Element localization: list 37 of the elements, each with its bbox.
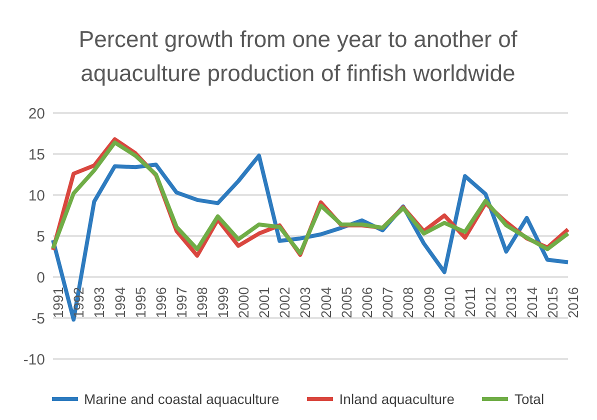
y-tick-label: 15 [28,146,45,164]
y-tick-label: 5 [36,228,45,246]
x-tick-label: 1993 [91,286,108,318]
x-tick-label: 2014 [524,286,540,318]
x-tick-label: 1994 [112,286,128,318]
x-tick-label: 2011 [462,286,478,318]
x-tick-label: 2009 [420,286,437,318]
chart-title: Percent growth from one year to another of aquaculture production of finfish worldwide [78,25,518,88]
x-tick-label: 2003 [297,286,314,318]
x-tick-label: 1997 [174,286,190,318]
x-tick-label: 2001 [256,286,272,318]
x-tick-label: 2002 [276,286,293,318]
legend-label: Total [514,391,544,407]
x-tick-label: 2010 [441,286,458,318]
y-tick-label: 10 [28,187,45,204]
y-tick-label: -10 [23,351,45,368]
x-tick-label: 2013 [503,286,520,318]
legend-label: Inland aquaculture [339,391,454,407]
x-tick-label: 2006 [359,286,375,318]
y-tick-label: -5 [32,310,45,328]
x-tick-label: 2000 [235,286,252,318]
x-tick-label: 2004 [318,286,334,318]
x-tick-label: 1996 [153,286,169,318]
x-tick-label: 1998 [194,286,210,318]
x-tick-label: 1999 [214,286,231,318]
x-tick-label: 2012 [482,286,499,318]
x-tick-label: 2008 [400,286,416,318]
x-tick-label: 1992 [70,286,87,318]
x-tick-label: 2015 [544,286,560,318]
y-tick-label: 20 [28,105,45,122]
x-tick-label: 1991 [50,286,66,318]
x-tick-label: 2005 [338,286,354,318]
legend-label: Marine and coastal aquaculture [84,391,280,407]
x-tick-label: 2016 [565,286,581,318]
x-tick-label: 1995 [132,286,148,318]
y-tick-label: 0 [36,269,45,286]
x-tick-label: 2007 [380,286,396,318]
